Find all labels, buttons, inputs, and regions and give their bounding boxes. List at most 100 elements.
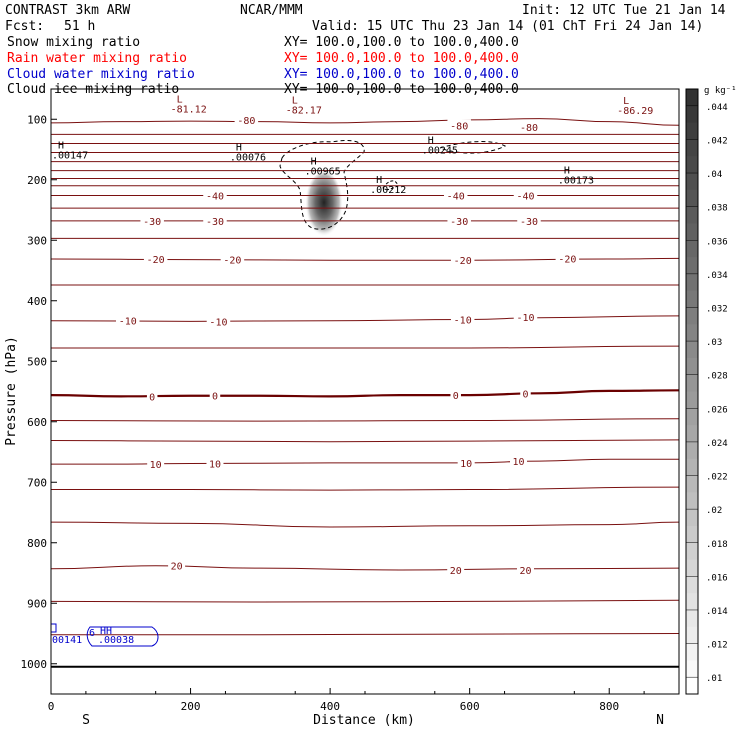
colorbar-tick-label: .032: [706, 304, 728, 314]
plot-area: -80 -80 -80 -40 -40 -40 -30 -30 -30 -30 -20 -20 -20 -…: [46, 94, 679, 668]
cloud-water-label-hh: HH: [100, 626, 112, 637]
cloud-ice-contour: [279, 139, 365, 230]
contour-label: -20: [223, 256, 241, 267]
contour-label: 0: [149, 392, 155, 403]
field-snow-xy: XY= 100.0,100.0 to 100.0,400.0: [284, 35, 519, 50]
colorbar-tick-label: .018: [706, 540, 728, 550]
extremum-marker: H: [376, 175, 382, 186]
contour-label: 20: [171, 562, 183, 573]
north-label: N: [656, 713, 664, 728]
extremum-marker: H: [311, 157, 317, 168]
temperature-contour-22: [51, 565, 679, 571]
field-cloudwater-name: Cloud water mixing ratio: [7, 67, 195, 82]
colorbar-swatch: [686, 206, 698, 224]
contour-label: -80: [450, 121, 468, 132]
contour-label-bg: [206, 315, 231, 328]
y-axis: 100 200 300 400 500 600 700 800 900 1000: [21, 113, 57, 671]
contour-label-bg: [220, 253, 245, 266]
init-label: Init: 12 UTC Tue 21 Jan 14: [522, 3, 726, 18]
temperature-contour-17: [51, 418, 679, 422]
contour-label: 0: [212, 392, 218, 403]
colorbar-swatch: [686, 223, 698, 241]
y-tick-label: 200: [27, 174, 47, 187]
fcst-label: Fcst:: [5, 19, 44, 34]
cloud-water-region: HH 6 .00038 .00141: [46, 623, 159, 647]
colorbar-swatch: [686, 105, 698, 124]
contour-label: 20: [450, 566, 462, 577]
contour-label: -10: [454, 316, 472, 327]
contour-label: -20: [558, 254, 576, 265]
colorbar-tick-label: .014: [706, 607, 728, 617]
contour-label: 0: [453, 391, 459, 402]
contour-label-bg: [168, 559, 186, 572]
header: CONTRAST 3km ARW NCAR/MMM Init: 12 UTC T…: [5, 3, 726, 97]
colorbar-tick-label: .028: [706, 372, 728, 382]
contour-label: -30: [450, 217, 468, 228]
x-tick-label: 600: [460, 700, 480, 713]
temperature-contour-19: [51, 458, 679, 465]
temperature-contour-18: [51, 439, 679, 443]
colorbar-swatch: [686, 492, 698, 510]
contour-label-bg: [516, 563, 534, 576]
temperature-contour-21: [51, 521, 679, 528]
contour-label-bg: [147, 458, 165, 471]
extremum-value: -86.29: [617, 106, 653, 117]
colorbar-swatch: [686, 156, 698, 174]
cloud-water-contour-left: [51, 623, 57, 633]
extremum-marker: H: [564, 166, 570, 177]
colorbar-tick-label: .024: [706, 439, 728, 449]
contour-label-bg: [520, 387, 531, 400]
extremum-marker: L: [177, 94, 183, 105]
cloud-water-contour: [86, 626, 159, 647]
y-tick-label: 600: [27, 416, 47, 429]
x-tick-label: 200: [181, 700, 201, 713]
model-label: CONTRAST 3km ARW: [5, 3, 130, 18]
temperature-contour-20: [51, 486, 679, 491]
colorbar-tick-label: .016: [706, 573, 728, 583]
contour-label-bg: [206, 457, 224, 470]
colorbar-swatch: [686, 458, 698, 477]
contour-label: -40: [516, 191, 534, 202]
colorbar-swatch: [686, 559, 698, 577]
colorbar-swatch: [686, 660, 698, 678]
colorbar-swatch: [686, 626, 698, 645]
x-tick-label: 800: [599, 700, 619, 713]
colorbar-swatch: [686, 425, 698, 443]
cloud-water-label-left: .00141: [46, 635, 82, 646]
cloud-water-label-6: 6: [89, 628, 95, 639]
colorbar-swatch: [686, 542, 698, 561]
contour-label-bg: [447, 119, 471, 132]
colorbar: .044 .042 .04 .038 .036 .034 .032 .03 .028 .026 .0…: [685, 88, 728, 695]
colorbar-swatch: [686, 509, 698, 527]
colorbar-swatch: [686, 391, 698, 409]
colorbar-swatch: [686, 677, 698, 695]
center-label: NCAR/MMM: [240, 3, 303, 18]
colorbar-swatch: [686, 89, 698, 107]
field-cloudwater-xy: XY= 100.0,100.0 to 100.0,400.0: [284, 67, 519, 82]
colorbar-swatch: [686, 122, 698, 140]
x-axis: 0 200 400 600 800: [48, 688, 645, 713]
colorbar-swatch: [686, 290, 698, 308]
colorbar-swatch: [686, 139, 698, 157]
extremum-marker: H: [58, 140, 64, 151]
south-label: S: [82, 713, 90, 728]
contour-label: 0: [522, 389, 528, 400]
y-tick-label: 900: [27, 597, 47, 610]
y-tick-label: 1000: [21, 658, 48, 671]
contour-label-bg: [203, 214, 227, 227]
colorbar-swatch: [686, 324, 698, 342]
colorbar-tick-label: .036: [706, 237, 728, 247]
y-tick-label: 300: [27, 234, 47, 247]
contour-label: -30: [206, 217, 224, 228]
extremum-value: -82.17: [286, 106, 322, 117]
contour-label-bg: [209, 389, 221, 402]
contour-label-bg: [457, 456, 475, 469]
contour-label-bg: [513, 189, 538, 202]
fcst-value: 51 h: [64, 19, 95, 34]
colorbar-tick-label: .034: [706, 271, 728, 281]
contour-label-bg: [143, 253, 168, 266]
colorbar-tick-label: .02: [706, 506, 722, 516]
temperature-contour-0: [51, 118, 679, 126]
colorbar-unit: g kg⁻¹: [704, 86, 737, 96]
contour-label-bg: [203, 189, 227, 202]
